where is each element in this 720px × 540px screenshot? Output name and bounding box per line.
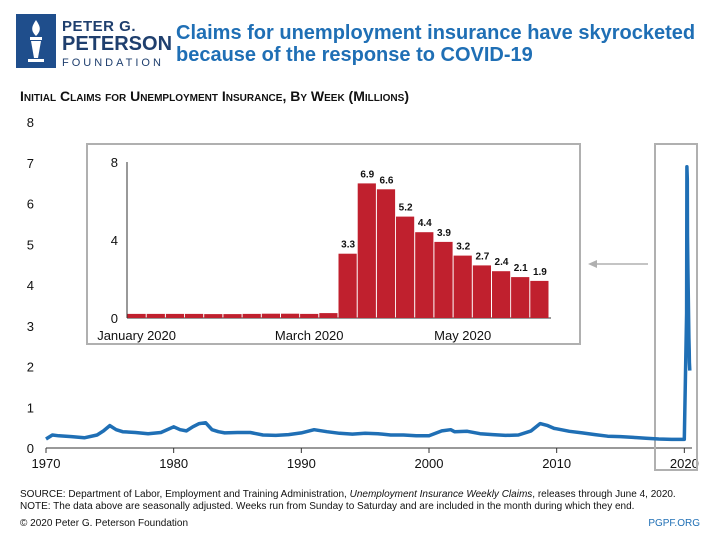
y-tick-label-7: 7 [27, 156, 34, 171]
y-tick-label-6: 6 [27, 197, 34, 212]
inset-bar [530, 280, 549, 318]
inset-bar [396, 216, 415, 318]
logo-name-line3: FOUNDATION [62, 57, 164, 69]
inset-data-label: 5.2 [399, 203, 413, 214]
copyright: © 2020 Peter G. Peterson Foundation [20, 518, 189, 529]
inset-x-tick-label: May 2020 [434, 328, 491, 343]
y-tick-label-2: 2 [27, 360, 34, 375]
chart-title-line2: because of the response to COVID-19 [176, 44, 533, 66]
inset-data-label: 6.6 [380, 175, 394, 186]
x-tick-label-1990: 1990 [287, 456, 316, 471]
source-prefix: SOURCE: Department of Labor, Employment … [20, 489, 350, 500]
inset-bar [204, 314, 223, 318]
inset-bar [511, 277, 530, 318]
inset-data-label: 2.7 [475, 251, 489, 262]
inset-bar [281, 313, 300, 318]
source-note: SOURCE: Department of Labor, Employment … [20, 489, 710, 501]
inset-bar [127, 313, 146, 318]
inset-x-tick-label: March 2020 [275, 328, 344, 343]
inset-data-label: 4.4 [418, 218, 432, 229]
methodology-note: NOTE: The data above are seasonally adju… [20, 501, 635, 512]
inset-data-label: 2.1 [514, 263, 528, 274]
inset-data-label: 3.3 [341, 240, 355, 251]
y-tick-label-4: 4 [27, 278, 34, 293]
chart-title-line1: Claims for unemployment insurance have s… [176, 22, 696, 44]
inset-data-label: 1.9 [533, 267, 547, 278]
inset-bar [415, 232, 434, 318]
inset-data-label: 6.9 [360, 169, 374, 180]
claims-series-line [45, 165, 692, 442]
source-suffix: , releases through June 4, 2020. [532, 489, 676, 500]
inset-bar [434, 241, 453, 318]
y-tick-label-5: 5 [27, 237, 34, 252]
torch-logo-icon [16, 14, 56, 68]
inset-bar [453, 255, 472, 318]
footer-notes: SOURCE: Department of Labor, Employment … [20, 489, 710, 513]
chart-subtitle: Initial Claims for Unemployment Insuranc… [20, 88, 409, 104]
logo-name-line2: PETERSON [62, 33, 173, 55]
inset-y-tick-label-8: 8 [111, 155, 118, 170]
site-link[interactable]: PGPF.ORG [648, 518, 700, 529]
inset-bar [492, 271, 511, 318]
callout-arrow-head-icon [588, 260, 597, 268]
chart-title: Claims for unemployment insurance have s… [176, 22, 706, 66]
inset-bar [185, 313, 204, 318]
highlight-frame-2020 [654, 143, 698, 471]
inset-bar [319, 313, 338, 318]
inset-bar [261, 313, 280, 318]
y-tick-label-0: 0 [27, 441, 34, 456]
inset-bar [146, 313, 165, 318]
y-tick-label-3: 3 [27, 319, 34, 334]
inset-bar [242, 313, 261, 318]
y-tick-label-1: 1 [27, 400, 34, 415]
inset-bar [338, 253, 357, 318]
inset-x-tick-label: January 2020 [97, 328, 176, 343]
inset-data-label: 2.4 [495, 257, 509, 268]
x-tick-label-2000: 2000 [415, 456, 444, 471]
pgpf-logo: PETER G. PETERSON FOUNDATION [16, 14, 172, 70]
inset-data-label: 3.9 [437, 228, 451, 239]
inset-bar [165, 313, 185, 318]
inset-bar [472, 265, 491, 318]
x-tick-label-1970: 1970 [32, 456, 61, 471]
source-title: Unemployment Insurance Weekly Claims [349, 489, 533, 500]
x-tick-label-1980: 1980 [159, 456, 188, 471]
inset-bar [357, 183, 376, 318]
x-tick-label-2020: 2020 [670, 456, 699, 471]
inset-y-tick-label-0: 0 [111, 311, 118, 326]
inset-bar [376, 189, 396, 318]
inset-y-tick-label-4: 4 [111, 233, 118, 248]
inset-bar [300, 313, 319, 318]
inset-bar [223, 314, 242, 318]
x-tick-label-2010: 2010 [542, 456, 571, 471]
inset-data-label: 3.2 [456, 242, 470, 253]
y-tick-label-8: 8 [27, 115, 34, 130]
logo-name-line1: PETER G. [62, 18, 137, 35]
